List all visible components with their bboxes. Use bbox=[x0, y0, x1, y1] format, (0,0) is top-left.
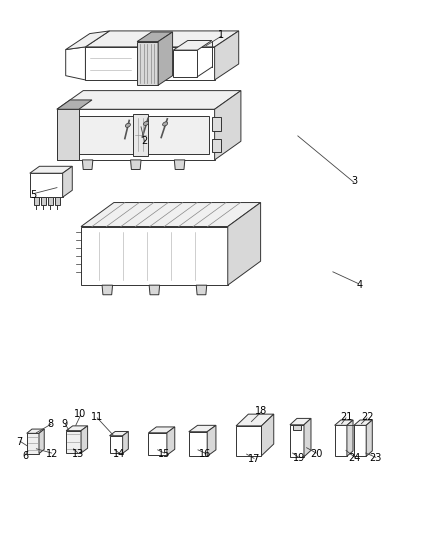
Polygon shape bbox=[335, 420, 353, 425]
Polygon shape bbox=[110, 432, 128, 436]
Polygon shape bbox=[30, 173, 63, 197]
Polygon shape bbox=[30, 166, 72, 173]
Polygon shape bbox=[290, 418, 311, 425]
Polygon shape bbox=[304, 418, 311, 457]
Bar bbox=[34, 197, 39, 205]
Polygon shape bbox=[354, 420, 372, 425]
Polygon shape bbox=[85, 47, 215, 80]
Polygon shape bbox=[63, 166, 72, 197]
Polygon shape bbox=[149, 285, 159, 295]
Polygon shape bbox=[196, 285, 207, 295]
Polygon shape bbox=[110, 436, 123, 453]
Polygon shape bbox=[66, 31, 110, 50]
Text: 8: 8 bbox=[47, 419, 53, 429]
Polygon shape bbox=[57, 91, 241, 109]
Ellipse shape bbox=[125, 123, 131, 127]
Polygon shape bbox=[66, 431, 81, 453]
Text: 24: 24 bbox=[349, 454, 361, 463]
Polygon shape bbox=[215, 31, 239, 80]
Text: 10: 10 bbox=[74, 409, 86, 419]
Polygon shape bbox=[366, 420, 372, 456]
Polygon shape bbox=[85, 31, 239, 47]
Polygon shape bbox=[137, 32, 173, 42]
Polygon shape bbox=[236, 426, 261, 456]
Text: 20: 20 bbox=[310, 449, 322, 459]
Ellipse shape bbox=[162, 122, 168, 126]
Polygon shape bbox=[335, 425, 347, 456]
Polygon shape bbox=[347, 420, 353, 456]
Polygon shape bbox=[158, 32, 173, 85]
Polygon shape bbox=[174, 160, 185, 169]
Text: 17: 17 bbox=[248, 455, 260, 464]
Polygon shape bbox=[39, 429, 44, 454]
Text: 1: 1 bbox=[218, 30, 224, 39]
Text: 6: 6 bbox=[22, 451, 28, 461]
Text: 12: 12 bbox=[46, 449, 58, 459]
Polygon shape bbox=[148, 427, 175, 433]
Text: 7: 7 bbox=[17, 438, 23, 447]
Polygon shape bbox=[102, 285, 113, 295]
Polygon shape bbox=[215, 91, 241, 160]
Text: 9: 9 bbox=[62, 419, 68, 429]
Polygon shape bbox=[148, 433, 167, 455]
Text: 21: 21 bbox=[340, 412, 352, 422]
Polygon shape bbox=[236, 414, 274, 426]
Text: 22: 22 bbox=[361, 412, 373, 422]
Text: 4: 4 bbox=[356, 280, 362, 290]
Polygon shape bbox=[131, 160, 141, 169]
Bar bbox=[133, 114, 148, 156]
Polygon shape bbox=[81, 426, 88, 453]
Polygon shape bbox=[354, 425, 366, 456]
Text: 18: 18 bbox=[254, 407, 267, 416]
Text: 15: 15 bbox=[158, 449, 170, 459]
Bar bbox=[212, 117, 221, 131]
Polygon shape bbox=[81, 227, 228, 285]
Polygon shape bbox=[66, 426, 88, 431]
Bar bbox=[55, 197, 60, 205]
Polygon shape bbox=[293, 425, 301, 430]
Polygon shape bbox=[228, 203, 261, 285]
Text: 5: 5 bbox=[30, 190, 36, 199]
Polygon shape bbox=[189, 432, 207, 456]
Text: 23: 23 bbox=[370, 454, 382, 463]
Polygon shape bbox=[167, 427, 175, 455]
Text: 13: 13 bbox=[72, 449, 84, 459]
Bar bbox=[212, 139, 221, 152]
Polygon shape bbox=[207, 425, 216, 456]
Polygon shape bbox=[62, 116, 209, 154]
Polygon shape bbox=[261, 414, 274, 456]
Polygon shape bbox=[27, 433, 39, 454]
Polygon shape bbox=[27, 429, 44, 433]
Polygon shape bbox=[57, 109, 79, 160]
Polygon shape bbox=[189, 425, 216, 432]
Ellipse shape bbox=[144, 122, 148, 125]
Text: 19: 19 bbox=[293, 454, 305, 463]
Polygon shape bbox=[137, 42, 158, 85]
Polygon shape bbox=[82, 160, 93, 169]
Text: 2: 2 bbox=[141, 136, 148, 146]
Bar bbox=[41, 197, 46, 205]
Polygon shape bbox=[123, 432, 128, 453]
Bar bbox=[48, 197, 53, 205]
Text: 16: 16 bbox=[199, 449, 211, 459]
Polygon shape bbox=[57, 100, 92, 109]
Polygon shape bbox=[66, 47, 85, 80]
Polygon shape bbox=[57, 109, 215, 160]
Text: 3: 3 bbox=[352, 176, 358, 186]
Text: 14: 14 bbox=[113, 449, 125, 459]
Polygon shape bbox=[173, 50, 198, 77]
Polygon shape bbox=[173, 41, 212, 50]
Text: 11: 11 bbox=[91, 412, 103, 422]
Polygon shape bbox=[290, 425, 304, 457]
Polygon shape bbox=[81, 203, 261, 227]
